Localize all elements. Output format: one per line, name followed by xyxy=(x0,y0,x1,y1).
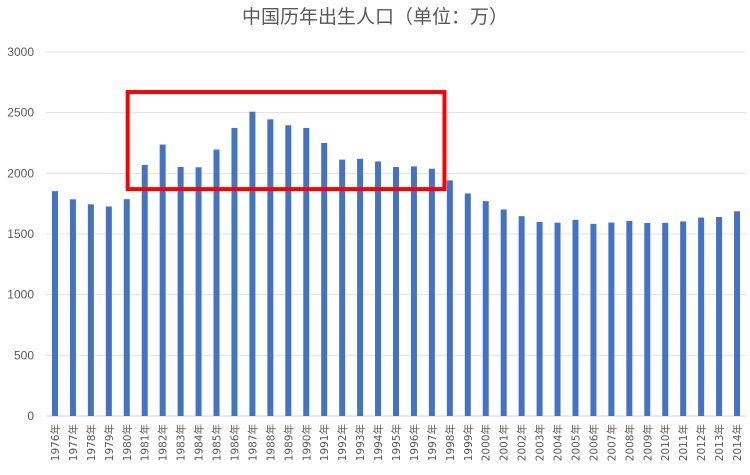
bar xyxy=(177,167,184,416)
bar xyxy=(123,199,130,416)
bar xyxy=(195,167,202,416)
x-tick-label: 2001年 xyxy=(498,424,511,461)
y-tick-label: 1500 xyxy=(7,227,34,241)
bar xyxy=(500,209,507,416)
highlight-layer xyxy=(125,90,447,192)
x-tick-label: 2012年 xyxy=(695,424,708,461)
bar xyxy=(536,221,543,416)
highlight-box xyxy=(125,90,447,192)
x-tick-label: 1983年 xyxy=(175,424,188,461)
bar xyxy=(87,204,94,416)
x-tick-label: 1990年 xyxy=(300,424,313,461)
bar-series xyxy=(51,111,741,417)
x-tick-label: 2005年 xyxy=(569,424,582,461)
bar xyxy=(482,201,489,416)
bar xyxy=(446,180,453,416)
bar xyxy=(518,216,525,416)
x-tick-label: 1986年 xyxy=(228,424,241,461)
x-tick-label: 1985年 xyxy=(211,424,224,461)
bar xyxy=(698,217,705,416)
bar xyxy=(285,125,292,416)
y-tick-label: 2000 xyxy=(7,166,34,180)
x-tick-label: 1988年 xyxy=(264,424,277,461)
bar xyxy=(339,159,346,416)
bar xyxy=(303,127,310,417)
x-tick-label: 1989年 xyxy=(282,424,295,461)
x-tick-label: 1996年 xyxy=(408,424,421,461)
x-tick-label: 1994年 xyxy=(372,424,385,461)
bar xyxy=(267,119,274,416)
x-tick-label: 2014年 xyxy=(731,424,744,461)
bar xyxy=(680,221,687,416)
y-tick-label: 500 xyxy=(14,348,34,362)
bar xyxy=(51,191,58,416)
x-tick-label: 2000年 xyxy=(480,424,493,461)
bar xyxy=(644,222,651,416)
bar xyxy=(105,206,112,416)
x-tick-label: 1987年 xyxy=(246,424,259,461)
x-tick-label: 1976年 xyxy=(49,424,62,461)
y-tick-label: 0 xyxy=(27,409,34,423)
x-tick-label: 2011年 xyxy=(677,424,690,461)
x-tick-label: 2006年 xyxy=(587,424,600,461)
x-tick-label: 1979年 xyxy=(103,424,116,461)
bar xyxy=(231,127,238,417)
bar xyxy=(608,222,615,416)
bar xyxy=(428,168,435,416)
x-tick-label: 1992年 xyxy=(336,424,349,461)
x-tick-label: 1981年 xyxy=(139,424,152,461)
bar xyxy=(626,220,633,416)
x-tick-label: 2007年 xyxy=(605,424,618,461)
bar xyxy=(554,222,561,416)
x-tick-label: 1998年 xyxy=(444,424,457,461)
y-axis: 0 500 1000 1500 2000 2500 3000 xyxy=(7,45,34,423)
bar xyxy=(410,166,417,416)
x-tick-label: 2013年 xyxy=(713,424,726,461)
bar xyxy=(141,164,148,416)
x-tick-label: 1991年 xyxy=(318,424,331,461)
x-tick-label: 1977年 xyxy=(67,424,80,461)
x-tick-label: 1999年 xyxy=(462,424,475,461)
x-tick-label: 2008年 xyxy=(623,424,636,461)
x-tick-label: 2002年 xyxy=(516,424,529,461)
x-tick-label: 1980年 xyxy=(121,424,134,461)
x-tick-label: 1978年 xyxy=(85,424,98,461)
bar xyxy=(572,219,579,416)
bar xyxy=(357,158,364,417)
x-tick-label: 2003年 xyxy=(534,424,547,461)
x-tick-label: 1997年 xyxy=(426,424,439,461)
bar xyxy=(734,211,741,416)
bar xyxy=(393,167,399,416)
bar xyxy=(590,223,597,416)
y-tick-label: 1000 xyxy=(7,288,34,302)
x-tick-label: 2004年 xyxy=(552,424,565,461)
bar xyxy=(249,111,256,417)
y-tick-label: 3000 xyxy=(7,45,34,59)
bar xyxy=(213,149,220,416)
bar xyxy=(69,199,76,416)
bar xyxy=(716,217,723,416)
x-axis: 1976年 1977年 1978年 1979年 1980年 1981年 1982年 1983年… xyxy=(49,424,744,461)
x-tick-label: 1982年 xyxy=(157,424,170,461)
x-tick-label: 1984年 xyxy=(193,424,206,461)
x-tick-label: 1993年 xyxy=(354,424,367,461)
bar xyxy=(159,144,166,416)
bar xyxy=(662,222,669,416)
x-tick-label: 1995年 xyxy=(390,424,403,461)
y-tick-label: 2500 xyxy=(7,106,34,120)
x-tick-label: 2010年 xyxy=(659,424,672,461)
bar xyxy=(321,143,328,416)
bar xyxy=(464,193,471,416)
bar xyxy=(375,161,382,416)
chart-title: 中国历年出生人口（单位：万） xyxy=(242,6,508,28)
x-tick-label: 2009年 xyxy=(641,424,654,461)
